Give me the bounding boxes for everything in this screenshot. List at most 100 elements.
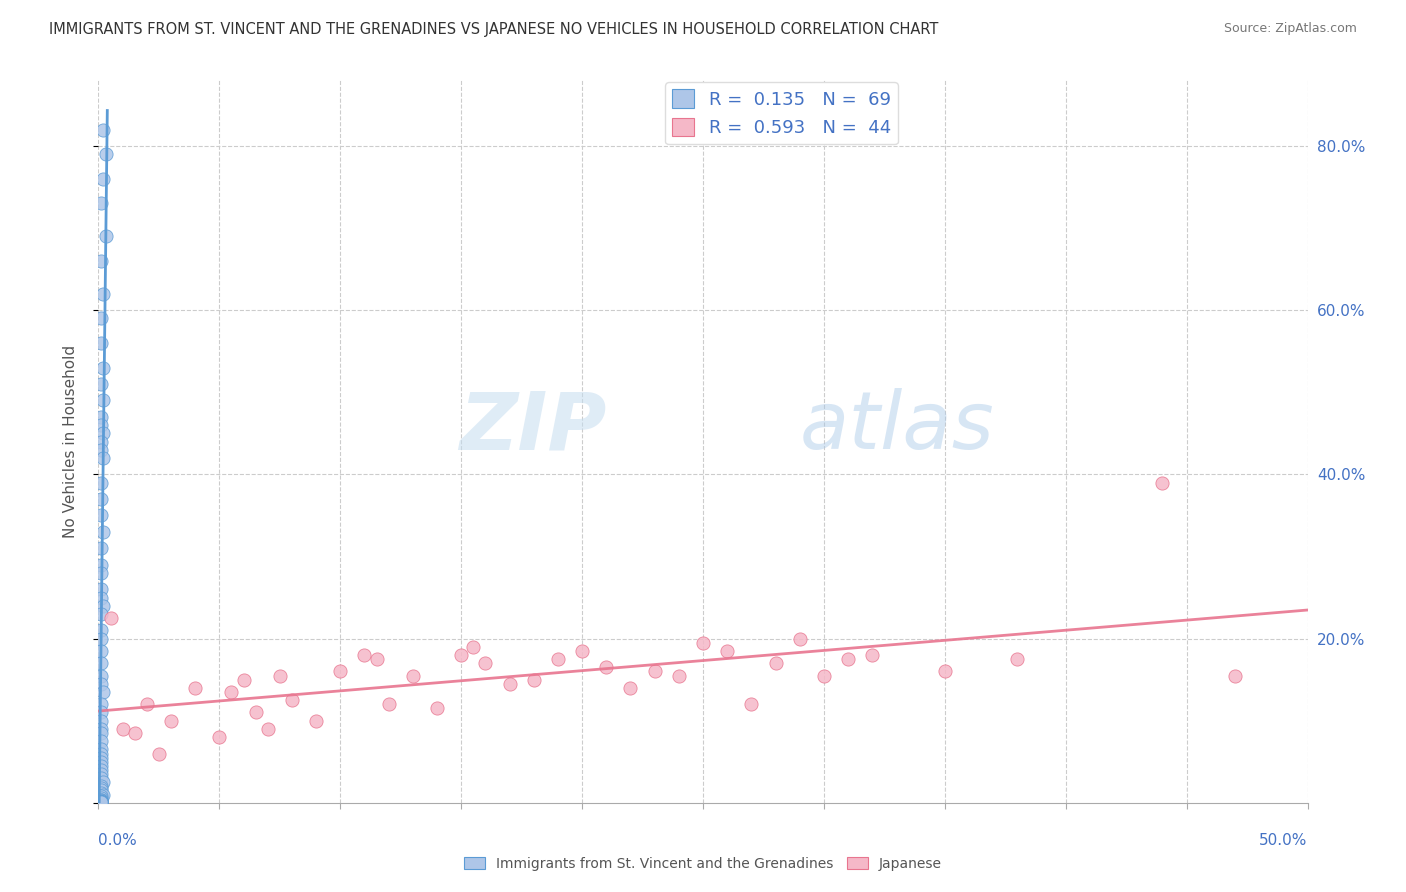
Point (90, 794, 112, 808)
Point (90, 491, 112, 506)
Point (90, 767, 112, 781)
Point (90, 677, 112, 691)
Point (90, 790, 112, 805)
Point (837, 652, 859, 666)
Point (90, 714, 112, 728)
Point (90, 657, 112, 671)
Point (94, 147, 117, 161)
Point (91, 171, 114, 186)
Point (269, 668, 291, 682)
Point (789, 632, 811, 646)
Point (90, 722, 112, 736)
Point (256, 722, 278, 736)
Point (90, 418, 112, 433)
Point (91, 788, 114, 802)
Point (90, 795, 112, 809)
Point (91, 450, 114, 465)
Point (94, 229, 117, 244)
Point (90, 734, 112, 748)
Point (90, 558, 112, 572)
Point (90, 508, 112, 523)
Point (450, 648, 472, 662)
Point (91, 524, 114, 539)
Point (90, 755, 112, 769)
Point (90, 644, 112, 658)
Point (90, 783, 112, 797)
Point (90, 196, 112, 211)
Point (498, 677, 520, 691)
Point (90, 253, 112, 268)
Point (90, 750, 112, 764)
Point (595, 660, 617, 674)
Point (91, 393, 114, 408)
Point (124, 726, 146, 740)
Point (366, 652, 388, 666)
Point (90, 792, 112, 806)
Point (90, 607, 112, 621)
Point (221, 685, 243, 699)
Legend: Immigrants from St. Vincent and the Grenadines, Japanese: Immigrants from St. Vincent and the Gren… (458, 851, 948, 876)
Point (90, 442, 112, 457)
Point (91, 599, 114, 613)
Point (90, 706, 112, 720)
Point (90, 771, 112, 785)
Point (90, 726, 112, 740)
Point (245, 706, 267, 720)
Point (813, 668, 835, 682)
Point (90, 795, 112, 809)
Point (644, 665, 666, 679)
Point (135, 698, 157, 712)
Point (91, 685, 114, 699)
Point (1223, 668, 1246, 682)
Text: Source: ZipAtlas.com: Source: ZipAtlas.com (1223, 22, 1357, 36)
Point (90, 377, 112, 392)
Point (232, 673, 254, 687)
Point (90, 698, 112, 712)
Point (91, 426, 114, 441)
Point (281, 693, 304, 707)
Point (463, 640, 485, 654)
Point (91, 122, 114, 136)
Point (692, 636, 714, 650)
Point (91, 360, 114, 375)
Point (90, 624, 112, 638)
Point (474, 657, 496, 671)
Point (90, 795, 112, 809)
Point (90, 591, 112, 605)
Point (547, 652, 569, 666)
Point (90, 789, 112, 804)
Point (208, 730, 231, 744)
Point (90, 780, 112, 795)
Point (90, 434, 112, 449)
Point (91, 775, 114, 789)
Point (90, 759, 112, 773)
Text: ZIP: ZIP (458, 388, 606, 467)
Point (90, 786, 112, 800)
Y-axis label: No Vehicles in Household: No Vehicles in Household (63, 345, 77, 538)
Point (90, 742, 112, 756)
Point (571, 644, 593, 658)
Point (90, 668, 112, 682)
Point (90, 582, 112, 597)
Legend: R =  0.135   N =  69, R =  0.593   N =  44: R = 0.135 N = 69, R = 0.593 N = 44 (665, 82, 898, 145)
Text: IMMIGRANTS FROM ST. VINCENT AND THE GRENADINES VS JAPANESE NO VEHICLES IN HOUSEH: IMMIGRANTS FROM ST. VINCENT AND THE GREN… (49, 22, 939, 37)
Point (90, 747, 112, 761)
Point (90, 541, 112, 556)
Point (765, 657, 787, 671)
Point (90, 795, 112, 809)
Point (160, 714, 183, 728)
Point (329, 665, 352, 679)
Point (90, 795, 112, 809)
Point (426, 701, 449, 715)
Point (90, 311, 112, 326)
Point (111, 722, 134, 736)
Point (740, 698, 762, 712)
Point (90, 409, 112, 424)
Point (90, 475, 112, 490)
Text: 50.0%: 50.0% (1260, 833, 1308, 848)
Point (353, 648, 375, 662)
Point (90, 336, 112, 351)
Point (1007, 652, 1029, 666)
Point (523, 673, 546, 687)
Text: 0.0%: 0.0% (98, 833, 138, 848)
